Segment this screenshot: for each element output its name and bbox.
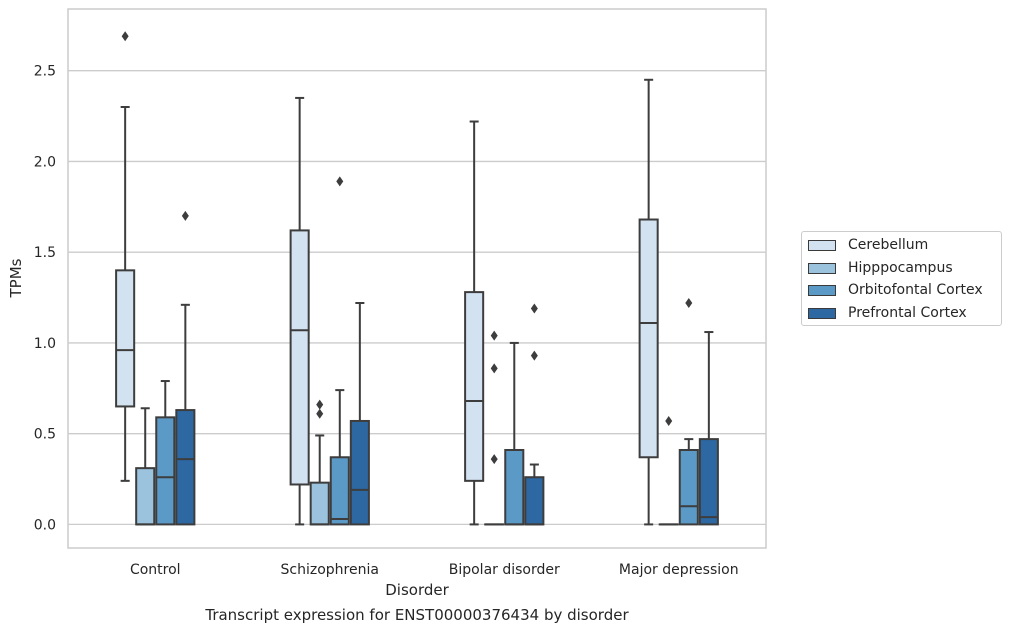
plot-area-frame (67, 8, 767, 549)
box-iqr (698, 438, 719, 526)
y-tick-label-0: 0.0 (34, 517, 56, 533)
x-tick-label-1: Schizophrenia (281, 562, 379, 578)
x-tick-label-0: Control (130, 562, 181, 578)
legend-label-orbitofrontal-cortex: Orbitofontal Cortex (848, 282, 983, 298)
outlier-2 (490, 330, 498, 341)
box-iqr (135, 467, 156, 526)
box-0-1 (289, 96, 310, 526)
box-2-3 (678, 298, 699, 526)
outlier-0 (490, 454, 498, 465)
y-tick-label-3: 1.5 (34, 245, 56, 261)
y-axis-label: TPMs (7, 258, 25, 298)
legend-swatch-orbitofrontal-cortex (808, 284, 836, 296)
y-tick-label-4: 2.0 (34, 154, 56, 170)
legend-label-cerebellum: Cerebellum (848, 237, 929, 253)
box-0-3 (638, 78, 659, 526)
box-iqr (329, 456, 350, 526)
y-axis-ticks: 0.0 0.5 1.0 1.5 2.0 2.5 (34, 64, 56, 534)
legend-swatch-cerebellum (808, 239, 836, 251)
box-iqr (309, 481, 330, 526)
y-tick-label-5: 2.5 (34, 64, 56, 80)
box-plot-chart: 0.0 0.5 1.0 1.5 2.0 2.5 Control Schizophrenia B… (7, 8, 767, 599)
box-iqr (638, 218, 659, 459)
outlier-0 (181, 210, 189, 221)
box-plot-series (115, 31, 719, 526)
legend-item-orbitofrontal-cortex: Orbitofontal Cortex (808, 280, 983, 300)
outlier-0 (665, 415, 673, 426)
legend-label-hippocampus: Hipppocampus (848, 260, 953, 276)
box-iqr (678, 449, 699, 526)
x-tick-label-3: Major depression (619, 562, 739, 578)
legend-item-hippocampus: Hipppocampus (808, 258, 953, 278)
legend-label-prefrontal-cortex: Prefrontal Cortex (848, 305, 967, 321)
box-3-1 (349, 302, 370, 526)
x-axis-label: Disorder (385, 581, 449, 599)
outlier-1 (530, 303, 538, 314)
box-1-0 (135, 407, 156, 526)
box-iqr (349, 419, 370, 526)
box-iqr (464, 291, 485, 482)
box-0-2 (464, 120, 485, 526)
x-tick-label-2: Bipolar disorder (449, 562, 560, 578)
box-iqr (504, 449, 525, 526)
outlier-0 (336, 176, 344, 187)
legend-item-cerebellum: Cerebellum (808, 235, 928, 255)
box-iqr (175, 409, 196, 526)
box-3-2 (524, 303, 545, 526)
y-tick-label-1: 0.5 (34, 427, 56, 443)
box-1-1 (309, 399, 330, 526)
box-2-1 (329, 176, 350, 526)
box-iqr (155, 416, 176, 526)
outlier-0 (316, 408, 324, 419)
legend: Cerebellum Hipppocampus Orbitofontal Cor… (801, 231, 1002, 326)
box-2-0 (155, 380, 176, 526)
box-iqr (289, 229, 310, 486)
legend-swatch-hippocampus (808, 262, 836, 274)
outlier-0 (685, 298, 693, 308)
box-1-3 (658, 415, 679, 526)
box-iqr (524, 476, 545, 526)
outlier-0 (121, 31, 129, 42)
legend-item-prefrontal-cortex: Prefrontal Cortex (808, 303, 967, 323)
outlier-0 (530, 350, 538, 361)
box-1-2 (484, 330, 505, 526)
box-0-0 (115, 31, 136, 482)
box-iqr (115, 269, 136, 408)
legend-swatch-prefrontal-cortex (808, 307, 836, 319)
outlier-1 (316, 399, 324, 410)
x-axis-ticks: Control Schizophrenia Bipolar disorder Majo… (130, 562, 739, 578)
outlier-1 (490, 363, 498, 374)
box-3-3 (698, 331, 719, 526)
box-2-2 (504, 341, 525, 526)
y-tick-label-2: 1.0 (34, 336, 56, 352)
box-3-0 (175, 210, 196, 526)
figure-caption: Transcript expression for ENST0000037643… (205, 606, 629, 624)
